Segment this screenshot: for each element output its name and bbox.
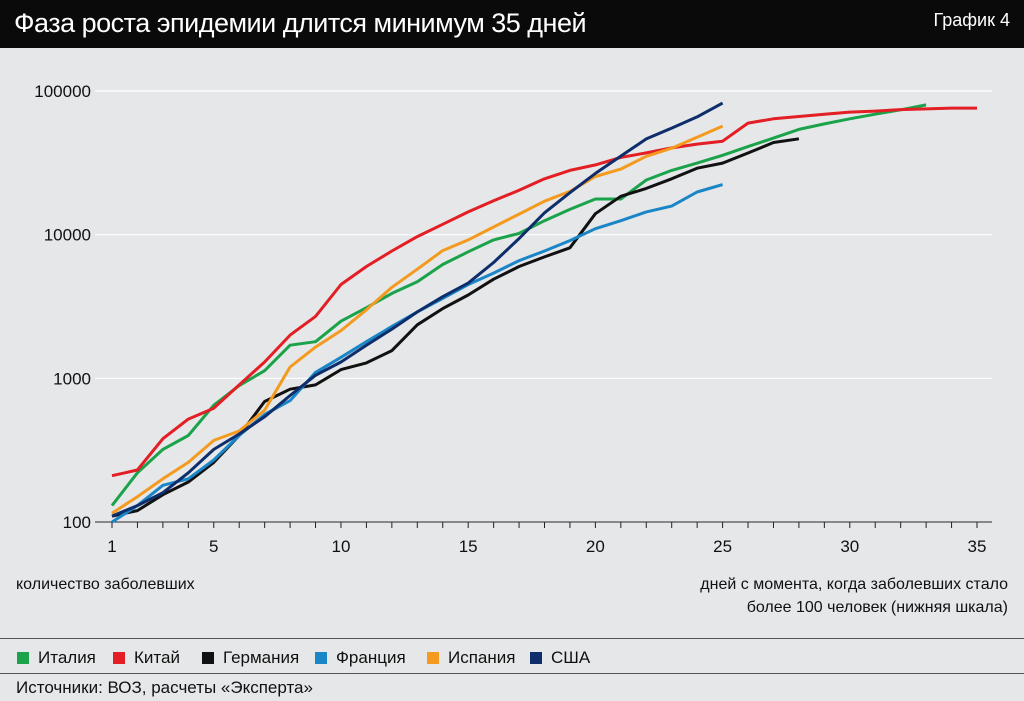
series-lines [110, 101, 977, 524]
plot-area: 100 1000 10000 100000 1 5 10 15 20 25 30 35 количе… [0, 48, 1024, 637]
x-axis-caption-line2: более 100 человек (нижняя шкала) [746, 599, 1008, 616]
legend-item: Германия [202, 648, 299, 668]
x-axis-caption-line1: дней с момента, когда заболевших стало [700, 576, 1008, 593]
legend-swatch [113, 652, 125, 664]
series-line-Италия [110, 103, 927, 507]
series-line-США [111, 101, 724, 518]
grid-lines [95, 90, 992, 528]
chart-number-badge: График 4 [933, 10, 1010, 30]
x-tick-label: 25 [713, 537, 732, 556]
legend-label: США [551, 648, 591, 667]
legend-label: Германия [223, 648, 300, 667]
legend-item: Испания [427, 648, 515, 668]
chart-title: Фаза роста эпидемии длится минимум 35 дн… [14, 8, 587, 38]
y-tick-label: 100 [63, 513, 91, 532]
x-tick-label: 5 [209, 537, 218, 556]
x-tick-label: 10 [332, 537, 351, 556]
source-note: Источники: ВОЗ, расчеты «Эксперта» [16, 678, 313, 697]
x-tick-label: 20 [586, 537, 605, 556]
x-tick-labels: 1 5 10 15 20 25 30 35 [107, 537, 986, 556]
legend-swatch [315, 652, 327, 664]
x-tick-label: 15 [459, 537, 478, 556]
y-tick-label: 1000 [53, 369, 91, 388]
y-tick-labels: 100 1000 10000 100000 [34, 82, 91, 532]
legend-swatch [427, 652, 439, 664]
y-tick-label: 10000 [44, 226, 91, 245]
x-tick-label: 1 [107, 537, 116, 556]
legend-label: Франция [336, 648, 406, 667]
y-axis-caption: количество заболевших [16, 576, 195, 593]
legend-label: Китай [134, 648, 180, 667]
legend-item: Италия [17, 648, 96, 668]
legend-swatch [17, 652, 29, 664]
legend-item: Франция [315, 648, 406, 668]
legend-swatch [530, 652, 542, 664]
series-line-Китай [111, 106, 977, 478]
chart-header: Фаза роста эпидемии длится минимум 35 дн… [0, 0, 1024, 48]
x-tick-label: 30 [840, 537, 859, 556]
x-tick-label: 35 [968, 537, 987, 556]
y-tick-label: 100000 [34, 82, 91, 101]
legend-label: Испания [448, 648, 516, 667]
legend-label: Италия [38, 648, 96, 667]
legend-item: США [530, 648, 590, 668]
legend-item: Китай [113, 648, 180, 668]
legend-swatch [202, 652, 214, 664]
legend: Италия Китай Германия Франция Испания США [0, 638, 1024, 674]
series-line-Испания [111, 124, 724, 515]
